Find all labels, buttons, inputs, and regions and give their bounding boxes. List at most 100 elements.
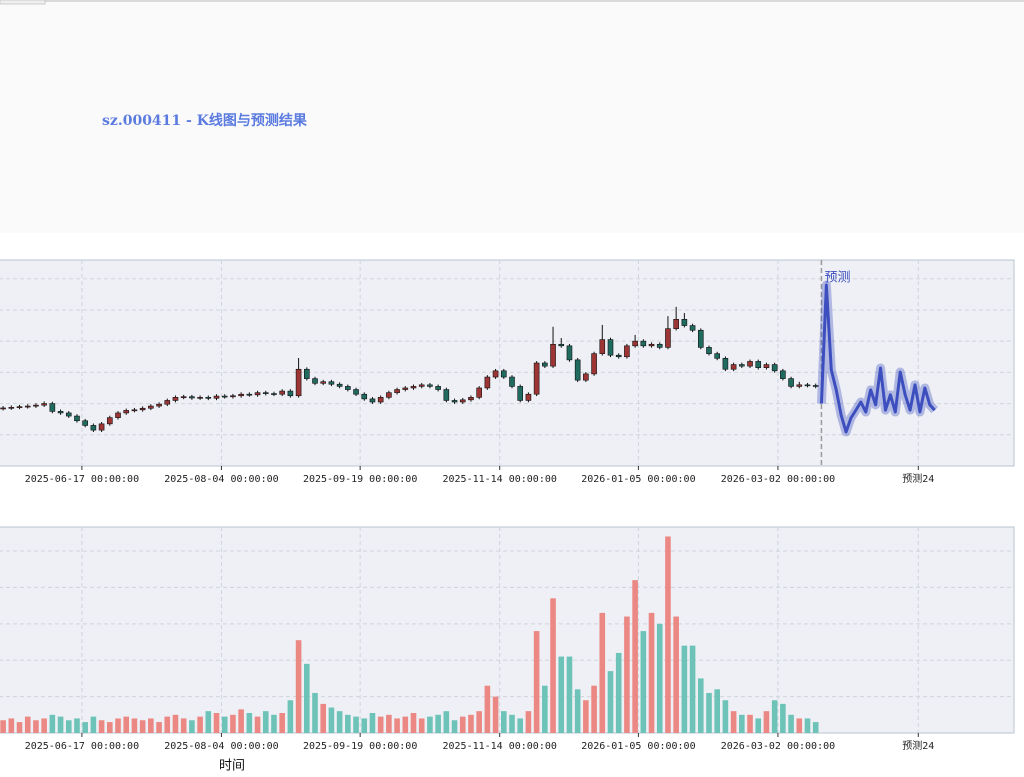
volume-bar bbox=[115, 718, 121, 733]
volume-bar bbox=[213, 712, 220, 733]
candle-body bbox=[0, 407, 6, 410]
x-tick-label: 2025-11-14 00:00:00 bbox=[442, 474, 556, 485]
volume-bar bbox=[271, 714, 277, 733]
candle-body bbox=[197, 397, 203, 399]
candle-body bbox=[468, 397, 474, 401]
volume-bar bbox=[689, 645, 696, 733]
prediction-line bbox=[819, 283, 936, 434]
candle-body bbox=[180, 396, 187, 399]
volume-bar bbox=[312, 692, 318, 733]
volume-bar bbox=[156, 722, 162, 733]
volume-bar bbox=[361, 718, 368, 733]
candle-body bbox=[714, 353, 720, 359]
top-tab bbox=[0, 0, 46, 5]
x-tick-label: 2025-09-19 00:00:00 bbox=[303, 474, 417, 485]
volume-bar bbox=[221, 716, 228, 733]
plot-area bbox=[0, 526, 1015, 734]
volume-bar bbox=[295, 640, 302, 733]
candle-body bbox=[804, 384, 811, 387]
candle-body bbox=[295, 368, 302, 397]
volume-bar bbox=[172, 714, 179, 733]
volume-bar bbox=[591, 685, 597, 733]
volume-bar bbox=[714, 689, 720, 733]
volume-bar bbox=[451, 720, 458, 733]
candle-body bbox=[583, 373, 589, 381]
volume-bar bbox=[492, 696, 499, 733]
candle-body bbox=[443, 389, 450, 401]
volume-bar bbox=[624, 616, 630, 733]
volume-bar bbox=[386, 714, 392, 733]
volume-bar bbox=[542, 685, 548, 733]
candle-body bbox=[427, 384, 433, 387]
candle-body bbox=[484, 376, 491, 389]
candle-body bbox=[230, 395, 236, 398]
volume-bar bbox=[517, 718, 524, 733]
volume-bar bbox=[41, 718, 47, 733]
volume-bar bbox=[763, 711, 770, 733]
volume-bar bbox=[615, 652, 622, 733]
candle-body bbox=[57, 411, 64, 414]
volume-bar bbox=[238, 709, 244, 733]
candle-body bbox=[369, 398, 376, 403]
volume-bar bbox=[739, 714, 745, 733]
candle-body bbox=[722, 358, 729, 370]
candle-body bbox=[8, 407, 15, 409]
volume-bar bbox=[665, 536, 671, 733]
x-tick-label: 2026-03-02 00:00:00 bbox=[721, 741, 835, 752]
candle-body bbox=[418, 384, 425, 387]
candle-body bbox=[435, 386, 441, 390]
volume-bar bbox=[345, 714, 351, 733]
volume-bar bbox=[107, 722, 113, 733]
candle-body bbox=[780, 370, 786, 379]
candle-body bbox=[156, 403, 162, 407]
candle-body bbox=[164, 400, 171, 405]
candle-body bbox=[730, 364, 737, 370]
volume-bar bbox=[328, 707, 335, 733]
candle-body bbox=[386, 392, 392, 398]
volume-bar bbox=[418, 718, 425, 733]
volume-bar bbox=[377, 716, 384, 733]
candle-body bbox=[755, 361, 762, 368]
candle-body bbox=[689, 325, 696, 331]
candle-body bbox=[320, 381, 327, 384]
candle-body bbox=[558, 343, 565, 347]
candle-body bbox=[353, 389, 359, 395]
volume-bar bbox=[771, 700, 778, 733]
candle-body bbox=[451, 400, 458, 403]
candle-body bbox=[33, 404, 39, 407]
volume-bar bbox=[747, 714, 753, 733]
volume-bar bbox=[65, 720, 72, 733]
volume-bar bbox=[336, 711, 343, 733]
volume-bar bbox=[509, 714, 515, 733]
x-tick-label: 2025-11-14 00:00:00 bbox=[442, 741, 556, 752]
volume-bar bbox=[402, 716, 409, 733]
candle-body bbox=[24, 405, 31, 408]
candle-body bbox=[287, 390, 294, 397]
volume-bar bbox=[131, 718, 138, 733]
candle-body bbox=[476, 387, 482, 398]
volume-bar bbox=[656, 623, 663, 733]
candle-body bbox=[615, 354, 622, 358]
volume-bar bbox=[123, 716, 130, 733]
volume-bar bbox=[180, 718, 187, 733]
candle-body bbox=[591, 353, 597, 375]
x-tick-label: 2026-01-05 00:00:00 bbox=[581, 474, 695, 485]
candle-body bbox=[747, 361, 753, 367]
x-tick-label: 2025-06-17 00:00:00 bbox=[25, 741, 139, 752]
x-tick-label: 预测24 bbox=[902, 472, 934, 485]
candle-body bbox=[312, 378, 318, 384]
volume-bar bbox=[558, 656, 565, 733]
candle-body bbox=[107, 417, 113, 425]
candle-body bbox=[279, 390, 285, 395]
candle-body bbox=[336, 383, 343, 387]
prediction-label: 预测 bbox=[824, 271, 850, 286]
volume-bar bbox=[468, 714, 474, 733]
candle-body bbox=[550, 343, 556, 367]
candle-body bbox=[648, 343, 655, 347]
candle-body bbox=[525, 393, 532, 401]
candle-body bbox=[49, 403, 56, 412]
volume-bar bbox=[525, 711, 532, 733]
volume-bar bbox=[254, 716, 261, 733]
volume-bar bbox=[459, 716, 466, 733]
volume-bar bbox=[410, 712, 417, 733]
